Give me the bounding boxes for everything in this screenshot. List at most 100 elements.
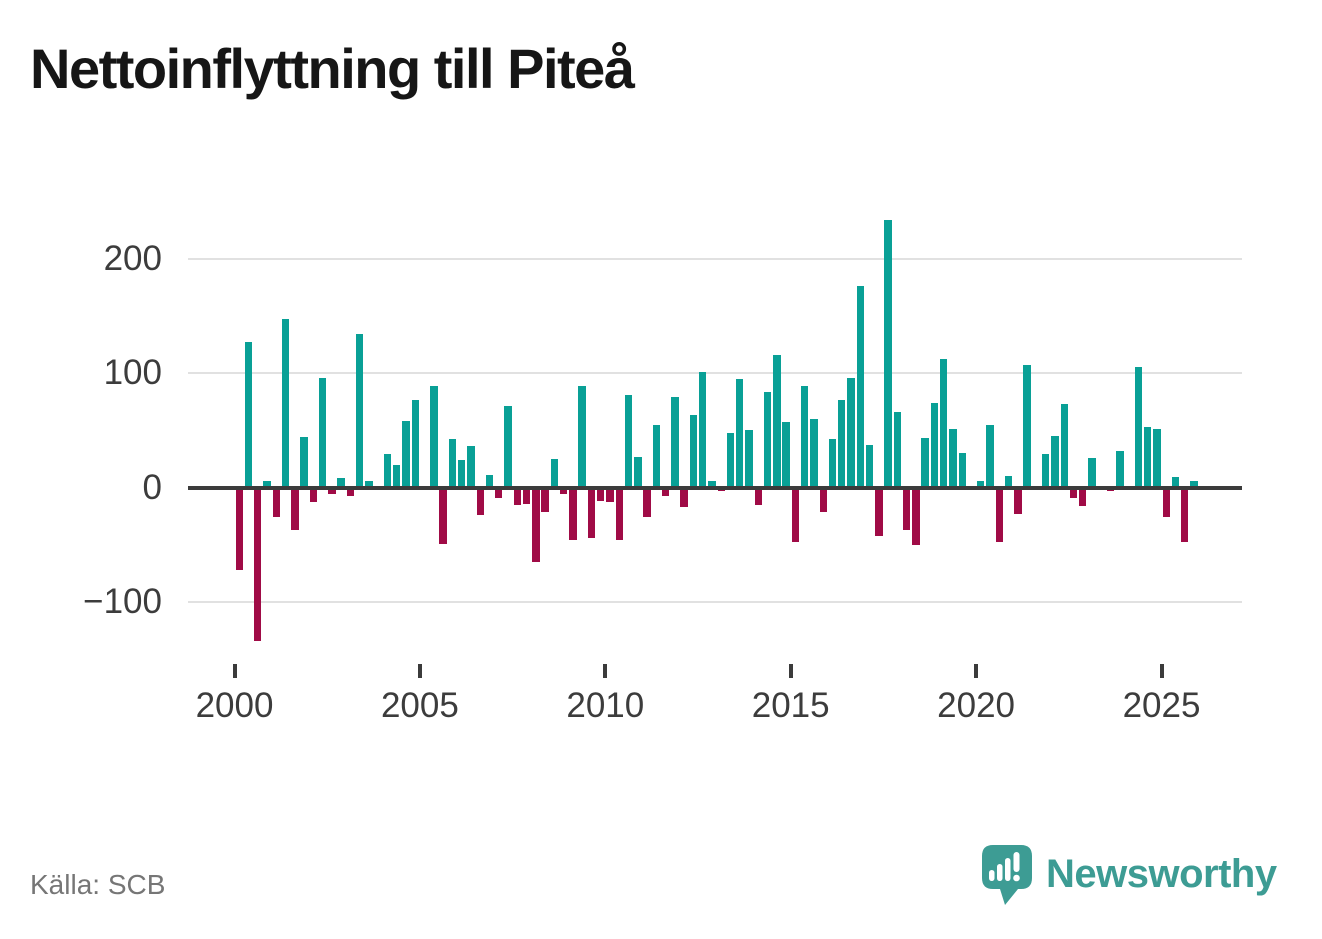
bar-2020Q4 bbox=[1004, 476, 1013, 488]
gridline bbox=[188, 257, 1242, 260]
bar-2017Q3 bbox=[884, 219, 892, 488]
bar-2004Q2 bbox=[393, 464, 401, 488]
bar-2016Q3 bbox=[847, 377, 855, 488]
bar-2004Q4 bbox=[411, 400, 420, 488]
chart-title: Nettoinflyttning till Piteå bbox=[30, 37, 635, 100]
bar-2000Q4 bbox=[263, 480, 271, 488]
bar-2022Q1 bbox=[1051, 435, 1059, 488]
bar-2021Q1 bbox=[1014, 487, 1022, 514]
bar-2020Q1 bbox=[977, 480, 985, 488]
bar-2002Q2 bbox=[318, 377, 327, 488]
bar-2015Q3 bbox=[810, 418, 818, 488]
bar-2014Q3 bbox=[773, 354, 781, 488]
bar-2020Q3 bbox=[995, 487, 1004, 543]
x-tick-label: 2000 bbox=[195, 686, 274, 725]
bar-2002Q1 bbox=[309, 487, 318, 503]
bar-2000Q3 bbox=[254, 487, 262, 641]
bar-2010Q3 bbox=[624, 394, 633, 488]
bar-2012Q4 bbox=[708, 480, 716, 488]
bar-2007Q4 bbox=[522, 487, 531, 504]
x-tick-label: 2025 bbox=[1122, 686, 1201, 725]
x-tick-label: 2015 bbox=[751, 686, 830, 725]
bar-2007Q1 bbox=[495, 487, 503, 498]
bar-2013Q4 bbox=[745, 430, 753, 488]
bar-2010Q4 bbox=[634, 456, 642, 488]
bar-2025Q4 bbox=[1190, 480, 1198, 488]
gridline bbox=[188, 372, 1242, 374]
x-tick-label: 2020 bbox=[937, 686, 1016, 725]
y-tick-label: 0 bbox=[142, 467, 162, 507]
bar-2005Q4 bbox=[448, 439, 457, 488]
bar-2013Q3 bbox=[736, 378, 744, 488]
bar-2021Q2 bbox=[1023, 364, 1031, 488]
bar-2004Q1 bbox=[383, 454, 392, 488]
bar-2022Q4 bbox=[1079, 487, 1087, 506]
bar-2020Q2 bbox=[986, 424, 994, 488]
bar-2021Q4 bbox=[1041, 454, 1050, 488]
bar-2010Q1 bbox=[606, 487, 614, 503]
bar-2024Q2 bbox=[1134, 367, 1143, 488]
bar-2006Q4 bbox=[485, 474, 494, 488]
bar-2004Q3 bbox=[402, 421, 410, 488]
bar-2007Q2 bbox=[504, 406, 512, 488]
bar-2002Q4 bbox=[337, 478, 345, 488]
brand-name: Newsworthy bbox=[1046, 852, 1277, 896]
bar-2015Q2 bbox=[800, 385, 809, 488]
bar-2001Q2 bbox=[281, 319, 290, 488]
bar-2001Q4 bbox=[300, 437, 308, 488]
bar-2000Q1 bbox=[235, 487, 243, 570]
bar-2025Q1 bbox=[1162, 487, 1170, 518]
bar-2012Q1 bbox=[680, 487, 688, 507]
bar-2003Q1 bbox=[346, 487, 355, 496]
bar-2017Q2 bbox=[875, 487, 883, 536]
bar-2022Q2 bbox=[1060, 403, 1068, 488]
bar-2016Q4 bbox=[856, 285, 864, 488]
bar-2024Q4 bbox=[1153, 429, 1161, 488]
bar-2006Q2 bbox=[467, 446, 475, 488]
x-tick-mark bbox=[788, 664, 793, 678]
bar-2000Q2 bbox=[244, 342, 253, 488]
bar-2012Q3 bbox=[699, 371, 707, 488]
brand-block: Newsworthy bbox=[982, 845, 1277, 907]
x-tick-mark bbox=[974, 664, 979, 678]
bar-2005Q2 bbox=[430, 385, 438, 488]
bar-2011Q2 bbox=[652, 424, 661, 488]
bar-2024Q3 bbox=[1143, 426, 1152, 488]
bar-2013Q2 bbox=[726, 432, 735, 488]
x-tick-label: 2005 bbox=[380, 686, 459, 725]
bar-2008Q4 bbox=[559, 487, 568, 495]
bar-2018Q4 bbox=[930, 402, 939, 488]
bar-2018Q1 bbox=[902, 487, 911, 530]
bar-2008Q2 bbox=[541, 487, 549, 512]
x-tick-mark bbox=[603, 664, 608, 678]
bar-2015Q1 bbox=[791, 487, 800, 543]
bar-2005Q3 bbox=[439, 487, 447, 544]
bar-2014Q4 bbox=[782, 422, 790, 488]
bar-2023Q1 bbox=[1088, 457, 1096, 488]
bar-2018Q3 bbox=[921, 438, 929, 488]
x-tick-label: 2010 bbox=[566, 686, 645, 725]
bar-2017Q4 bbox=[893, 411, 902, 488]
source-label: Källa: SCB bbox=[30, 869, 166, 900]
bar-2017Q1 bbox=[865, 445, 874, 488]
gridline bbox=[188, 601, 1242, 603]
bar-2012Q2 bbox=[689, 415, 698, 488]
bar-2003Q3 bbox=[365, 480, 373, 488]
bar-2009Q2 bbox=[578, 385, 586, 488]
bar-2003Q2 bbox=[356, 334, 364, 488]
bar-2018Q2 bbox=[912, 487, 920, 545]
x-tick-mark bbox=[1159, 664, 1164, 678]
bar-2011Q4 bbox=[671, 397, 679, 488]
bar-2014Q2 bbox=[763, 392, 772, 488]
bar-2010Q2 bbox=[615, 487, 623, 541]
bar-2023Q4 bbox=[1116, 450, 1124, 488]
bar-2011Q1 bbox=[643, 487, 651, 518]
x-tick-mark bbox=[232, 664, 237, 678]
bar-2006Q1 bbox=[457, 460, 466, 488]
y-tick-label: 200 bbox=[103, 238, 162, 278]
bar-2016Q2 bbox=[838, 400, 846, 488]
newsworthy-logo-icon bbox=[982, 845, 1032, 905]
bar-2001Q1 bbox=[272, 487, 280, 518]
bar-2009Q4 bbox=[597, 487, 605, 502]
